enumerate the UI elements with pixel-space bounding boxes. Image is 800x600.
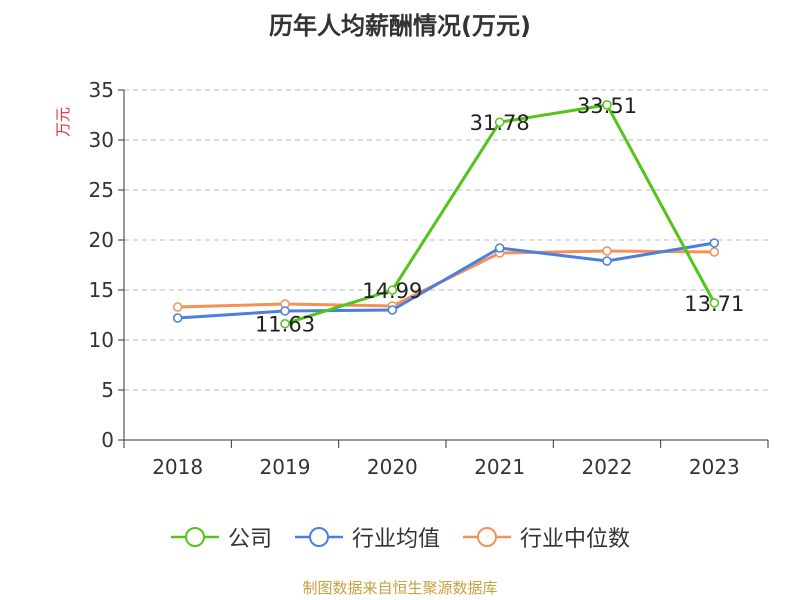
y-tick-label: 35 [89, 78, 114, 102]
data-point [709, 247, 720, 257]
y-axis-label: 万元 [54, 107, 72, 137]
legend-item[interactable]: 行业均值 [294, 521, 440, 553]
data-point [172, 302, 183, 312]
data-point [602, 100, 612, 110]
series-line [284, 103, 716, 326]
legend-swatch [463, 527, 511, 547]
source-note: 制图数据来自恒生聚源数据库 [302, 579, 498, 597]
data-label: 31.78 [470, 111, 530, 135]
data-label: 33.51 [577, 94, 637, 118]
data-labels: 11.63 14.99 31.78 33.51 13.71 [255, 94, 744, 337]
data-point [709, 238, 720, 248]
y-tick-label: 0 [101, 428, 114, 452]
data-label: 13.71 [684, 292, 744, 316]
legend-swatch-marker [477, 527, 497, 547]
y-tick-label: 5 [101, 378, 114, 402]
x-tick-label: 2018 [152, 455, 203, 479]
x-tick-label: 2020 [367, 455, 418, 479]
x-tick-label: 2022 [582, 455, 633, 479]
data-point [387, 305, 398, 315]
legend-label: 行业中位数 [520, 527, 631, 552]
legend-item[interactable]: 行业中位数 [462, 521, 630, 553]
legend-swatch-marker [184, 527, 205, 547]
series-lines [172, 100, 720, 329]
y-tick-label: 10 [89, 328, 114, 352]
data-label: 11.63 [255, 313, 315, 337]
data-point [602, 256, 612, 266]
data-point [172, 313, 183, 323]
x-tick-label: 2023 [689, 455, 740, 479]
legend-label: 公司 [227, 527, 272, 552]
legend-swatch [294, 527, 343, 547]
legend-swatch-marker [308, 527, 329, 547]
axes: 0 5 10 15 20 25 30 35 2018 2019 2020 2021 2022 2023 [89, 78, 769, 479]
series-line [177, 241, 715, 320]
chart-title: 历年人均薪酬情况(万元) [269, 12, 531, 40]
legend: 公司 行业均值 行业中位数 [0, 520, 800, 554]
grid-lines [124, 89, 768, 391]
y-tick-label: 15 [89, 278, 114, 302]
x-tick-label: 2019 [260, 455, 311, 479]
y-tick-label: 30 [89, 128, 114, 152]
x-tick-label: 2021 [474, 455, 525, 479]
data-point [280, 318, 290, 329]
legend-item[interactable]: 公司 [170, 521, 272, 553]
data-point [280, 306, 290, 316]
data-point [387, 285, 398, 295]
legend-swatch [170, 527, 219, 547]
legend-label: 行业均值 [351, 527, 440, 552]
data-point [494, 117, 505, 127]
data-point [602, 246, 612, 256]
data-point [709, 298, 720, 308]
data-label: 14.99 [362, 279, 422, 303]
y-tick-label: 20 [89, 228, 114, 252]
y-tick-label: 25 [89, 178, 114, 202]
data-point [494, 243, 505, 253]
